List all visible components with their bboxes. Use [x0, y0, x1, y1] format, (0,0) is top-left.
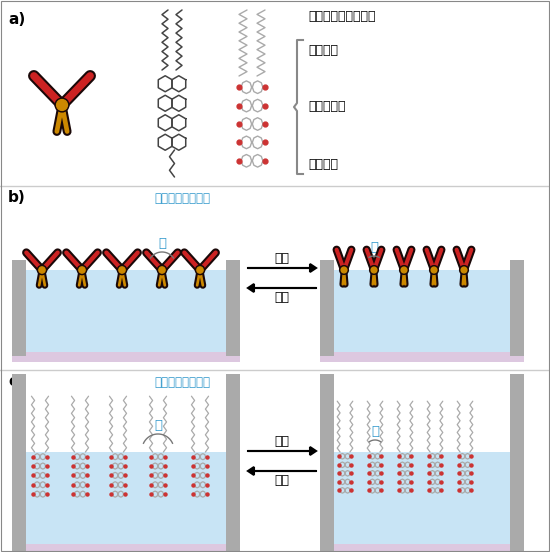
Circle shape	[37, 266, 47, 275]
Circle shape	[400, 266, 409, 274]
Text: 圧縮: 圧縮	[274, 435, 289, 448]
Bar	[12, 270, 240, 352]
Circle shape	[430, 266, 438, 274]
Bar	[12, 544, 240, 552]
Text: b): b)	[8, 190, 26, 205]
Bar	[226, 260, 240, 356]
Text: 大: 大	[154, 419, 162, 432]
Bar	[12, 260, 26, 356]
Circle shape	[341, 267, 347, 273]
Circle shape	[55, 98, 69, 112]
Circle shape	[159, 267, 165, 273]
Circle shape	[371, 267, 377, 273]
Bar	[320, 270, 524, 352]
Text: 親水性基: 親水性基	[308, 157, 338, 171]
Circle shape	[401, 267, 407, 273]
Bar	[320, 452, 524, 544]
Bar	[320, 374, 334, 552]
Bar	[12, 452, 240, 544]
Circle shape	[339, 266, 348, 274]
FancyArrow shape	[248, 447, 316, 455]
Circle shape	[79, 267, 85, 273]
Text: c): c)	[8, 374, 24, 389]
Text: 小: 小	[371, 425, 379, 438]
FancyArrow shape	[248, 284, 316, 292]
Circle shape	[157, 266, 167, 275]
Text: ペンチの開き具合: ペンチの開き具合	[154, 192, 210, 205]
Circle shape	[195, 266, 205, 275]
Text: 小: 小	[370, 241, 378, 254]
Circle shape	[461, 267, 467, 273]
FancyArrow shape	[248, 264, 316, 272]
Circle shape	[370, 266, 378, 274]
Circle shape	[57, 99, 68, 110]
Text: ペンチの開き具合: ペンチの開き具合	[154, 376, 210, 389]
Bar	[510, 260, 524, 356]
FancyArrow shape	[248, 467, 316, 475]
Circle shape	[117, 266, 126, 275]
Bar	[12, 352, 240, 362]
Text: 拡張: 拡張	[274, 291, 289, 304]
Bar	[510, 374, 524, 552]
Circle shape	[39, 267, 45, 273]
Bar	[226, 374, 240, 552]
Text: 疎水性基: 疎水性基	[308, 44, 338, 56]
Text: 圧縮: 圧縮	[274, 252, 289, 265]
Text: 大: 大	[158, 237, 166, 250]
Circle shape	[78, 266, 86, 275]
Text: 拡張: 拡張	[274, 474, 289, 487]
Circle shape	[460, 266, 469, 274]
Bar	[12, 374, 26, 552]
Bar	[320, 544, 524, 552]
Bar	[320, 352, 524, 362]
Circle shape	[119, 267, 125, 273]
Text: ビナフチル: ビナフチル	[308, 100, 345, 114]
Text: 両親媒性ビナフチル: 両親媒性ビナフチル	[308, 10, 376, 23]
Bar	[320, 260, 334, 356]
Text: a): a)	[8, 12, 25, 27]
Circle shape	[431, 267, 437, 273]
Circle shape	[197, 267, 203, 273]
